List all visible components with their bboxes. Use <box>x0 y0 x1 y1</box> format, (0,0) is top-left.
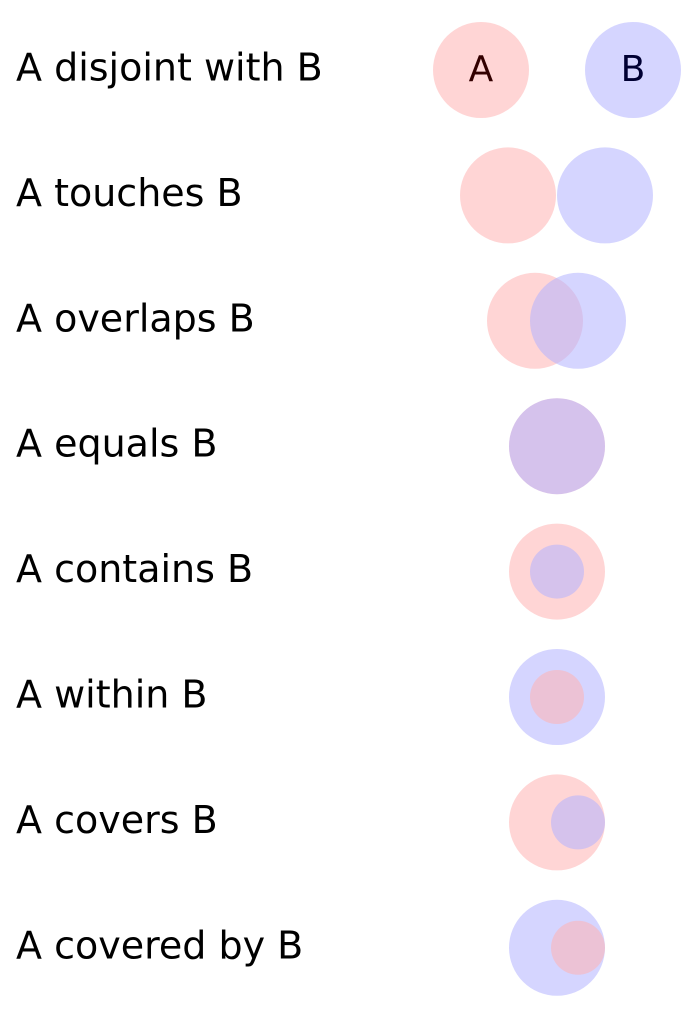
relation-row-equals: A equals B <box>16 398 605 495</box>
relation-label: A covered by B <box>16 923 303 967</box>
relation-label: A overlaps B <box>16 296 255 340</box>
relation-row-disjoint: A disjoint with B A B <box>16 22 681 118</box>
relation-row-touches: A touches B <box>16 147 653 244</box>
circle-a <box>551 920 605 975</box>
relation-row-within: A within B <box>16 649 605 745</box>
relation-label: A touches B <box>16 171 243 215</box>
circle-b <box>530 544 584 599</box>
relation-rows: A disjoint with B A B A touches B A overlaps… <box>16 22 681 996</box>
circle-b-letter: B <box>621 49 646 90</box>
circle-a <box>433 22 529 118</box>
circle-b <box>557 147 653 244</box>
relation-label: A covers B <box>16 798 218 842</box>
relation-label: A disjoint with B <box>16 46 323 90</box>
circle-b <box>585 22 681 118</box>
circle-a <box>530 670 584 724</box>
circle-b <box>551 795 605 850</box>
circle-b <box>509 398 605 495</box>
circle-b <box>530 272 626 369</box>
relation-row-contains: A contains B <box>16 523 605 620</box>
relation-label: A contains B <box>16 547 253 591</box>
relation-row-overlaps: A overlaps B <box>16 272 626 369</box>
relation-label: A equals B <box>16 422 217 466</box>
relation-label: A within B <box>16 673 207 717</box>
circle-a <box>460 147 556 244</box>
circle-a-letter: A <box>469 49 494 90</box>
relation-row-covers: A covers B <box>16 774 605 871</box>
relation-row-covered-by: A covered by B <box>16 899 605 996</box>
